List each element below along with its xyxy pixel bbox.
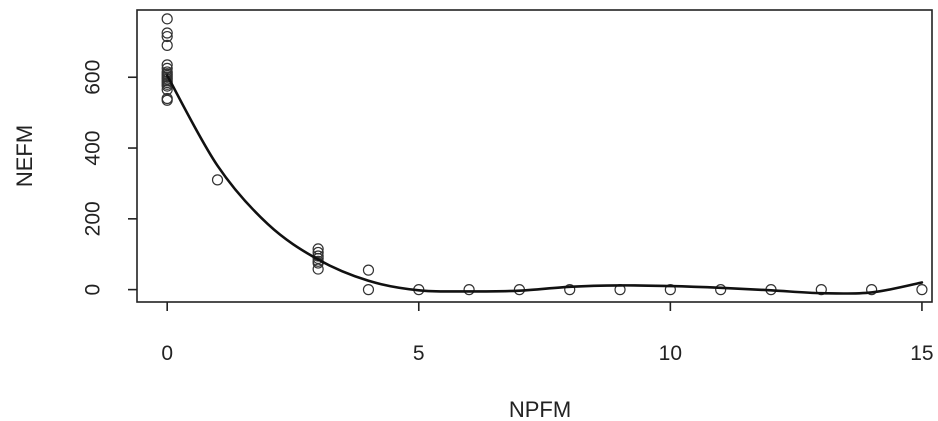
data-point	[866, 284, 878, 296]
data-point	[161, 59, 173, 71]
data-point	[161, 62, 173, 75]
data-point	[312, 263, 324, 275]
data-point	[161, 94, 173, 106]
data-point	[815, 284, 827, 296]
scatter-points	[161, 13, 928, 296]
y-tick-label: 400	[82, 131, 105, 166]
data-point	[161, 27, 173, 39]
data-point	[211, 174, 224, 186]
data-point	[564, 284, 576, 296]
x-axis-title: NPFM	[509, 397, 571, 421]
data-point	[161, 39, 173, 51]
plot-frame	[136, 9, 933, 303]
data-point	[161, 30, 173, 43]
y-axis-title: NEFM	[12, 125, 37, 187]
x-tick-label: 10	[659, 342, 682, 365]
data-point	[362, 284, 375, 296]
data-point	[916, 284, 928, 296]
data-point	[664, 284, 676, 296]
data-point	[312, 246, 324, 259]
data-point	[463, 284, 475, 296]
x-tick-label: 15	[910, 342, 933, 365]
data-point	[161, 13, 173, 25]
data-point	[161, 84, 173, 96]
data-point	[362, 264, 375, 276]
y-tick-label: 0	[82, 284, 105, 296]
y-tick-label: 600	[82, 60, 105, 95]
x-tick-label: 5	[413, 342, 425, 365]
x-axis: 0 5 10 15	[161, 302, 934, 365]
data-point	[715, 284, 727, 296]
smooth-fit-line	[165, 74, 924, 295]
data-point	[312, 252, 324, 265]
y-axis: 0 200 400 600	[82, 60, 137, 296]
x-tick-label: 0	[161, 342, 173, 365]
y-tick-label: 200	[82, 201, 105, 236]
